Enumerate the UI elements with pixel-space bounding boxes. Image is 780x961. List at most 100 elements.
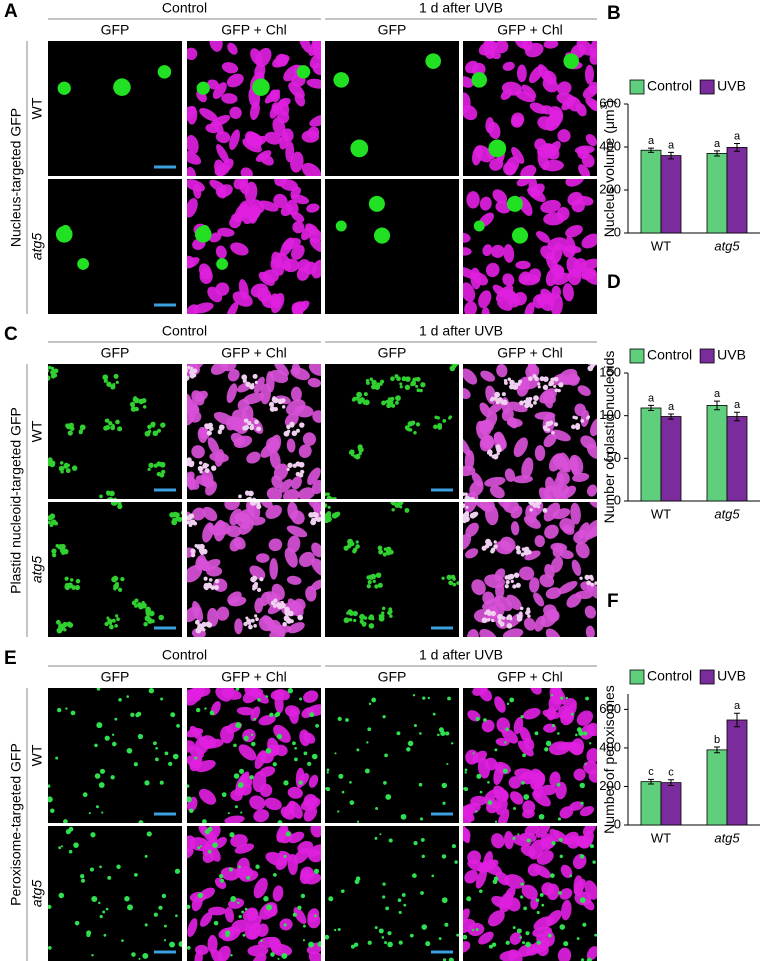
peroxisome xyxy=(475,810,478,813)
peroxisome xyxy=(170,712,176,718)
peroxisome xyxy=(99,768,106,774)
chloroplast xyxy=(543,212,565,226)
peroxisome xyxy=(539,893,544,897)
chloroplast xyxy=(536,850,554,865)
peroxisome xyxy=(387,941,393,948)
nucleoid xyxy=(509,379,515,386)
chloroplast xyxy=(198,788,217,805)
chloroplast xyxy=(217,227,235,237)
chloroplast xyxy=(224,502,240,511)
nucleoid xyxy=(210,465,217,471)
chloroplast xyxy=(509,932,522,945)
nucleoid xyxy=(117,503,123,510)
nucleoid xyxy=(528,403,534,408)
nucleoid xyxy=(243,418,248,423)
peroxisome xyxy=(419,817,424,821)
nucleoid xyxy=(374,584,379,589)
nucleoid xyxy=(39,464,44,469)
chloroplast xyxy=(541,143,560,160)
nucleoid xyxy=(401,376,407,382)
peroxisome xyxy=(576,727,582,733)
peroxisome xyxy=(413,724,417,728)
chloroplast xyxy=(491,833,505,849)
chloroplast xyxy=(495,285,514,302)
chloroplast xyxy=(525,947,539,956)
peroxisome xyxy=(505,727,510,732)
peroxisome xyxy=(525,931,530,936)
nucleoid xyxy=(250,576,257,583)
chloroplast xyxy=(495,737,510,747)
chloroplast xyxy=(303,690,319,703)
image-background xyxy=(325,688,459,823)
peroxisome xyxy=(174,868,181,874)
nucleoid xyxy=(203,584,209,590)
chloroplast xyxy=(495,788,509,803)
peroxisome xyxy=(73,842,79,848)
nucleoid xyxy=(464,516,470,522)
nucleoid xyxy=(537,385,541,389)
nucleoid xyxy=(381,400,386,406)
nucleoid xyxy=(217,430,222,435)
chloroplast xyxy=(463,387,471,400)
nucleoid xyxy=(493,544,498,549)
peroxisome xyxy=(563,941,569,947)
nucleoid xyxy=(587,364,591,365)
bar xyxy=(726,416,748,502)
chloroplast xyxy=(231,919,249,933)
nucleoid xyxy=(40,517,45,522)
peroxisome xyxy=(90,832,96,838)
micrograph xyxy=(48,688,182,823)
nucleoid xyxy=(515,545,521,551)
chloroplast xyxy=(522,41,533,52)
peroxisome xyxy=(58,846,62,850)
peroxisome xyxy=(153,912,158,917)
bar xyxy=(640,407,662,502)
chloroplast xyxy=(213,519,226,542)
chloroplast xyxy=(535,826,551,838)
chloroplast xyxy=(519,274,541,286)
nucleoid xyxy=(377,545,383,551)
nucleoid xyxy=(571,424,576,430)
chloroplast xyxy=(464,869,478,884)
chloroplast xyxy=(561,244,582,254)
chloroplast xyxy=(478,931,494,945)
peroxisome xyxy=(276,733,283,740)
error-bar xyxy=(734,411,740,422)
peroxisome xyxy=(168,761,173,767)
y-axis-label: Number of plastid nucleoids xyxy=(601,351,617,524)
nucleoid xyxy=(519,400,524,406)
chloroplast xyxy=(207,437,220,455)
peroxisome xyxy=(253,717,257,721)
nucleoid xyxy=(383,547,388,551)
nucleoid xyxy=(269,406,276,412)
column-header: GFP xyxy=(378,22,407,38)
peroxisome xyxy=(317,941,321,948)
peroxisome xyxy=(366,741,369,744)
chloroplast xyxy=(463,282,476,303)
chloroplast xyxy=(232,409,248,423)
chloroplast xyxy=(511,146,525,164)
chloroplast xyxy=(552,508,571,520)
nucleoid xyxy=(352,610,358,617)
peroxisome xyxy=(418,782,423,787)
nucleoid xyxy=(196,544,202,550)
column-header: GFP xyxy=(101,669,130,685)
peroxisome xyxy=(80,874,85,879)
chloroplast xyxy=(187,606,201,623)
chloroplast xyxy=(543,433,557,448)
chloroplast xyxy=(503,244,515,263)
peroxisome xyxy=(451,742,454,745)
micrograph xyxy=(325,179,459,314)
peroxisome xyxy=(550,694,554,697)
genotype-label: WT xyxy=(29,744,45,766)
nucleoid xyxy=(79,424,86,431)
chloroplast xyxy=(308,951,321,961)
nucleoid xyxy=(325,519,326,523)
nucleoid xyxy=(348,617,353,622)
chloroplast xyxy=(583,760,597,775)
chloroplast xyxy=(508,776,522,789)
nucleoid xyxy=(218,424,225,431)
nucleoid xyxy=(506,615,511,621)
chloroplast xyxy=(463,827,471,842)
chloroplast xyxy=(467,850,482,865)
